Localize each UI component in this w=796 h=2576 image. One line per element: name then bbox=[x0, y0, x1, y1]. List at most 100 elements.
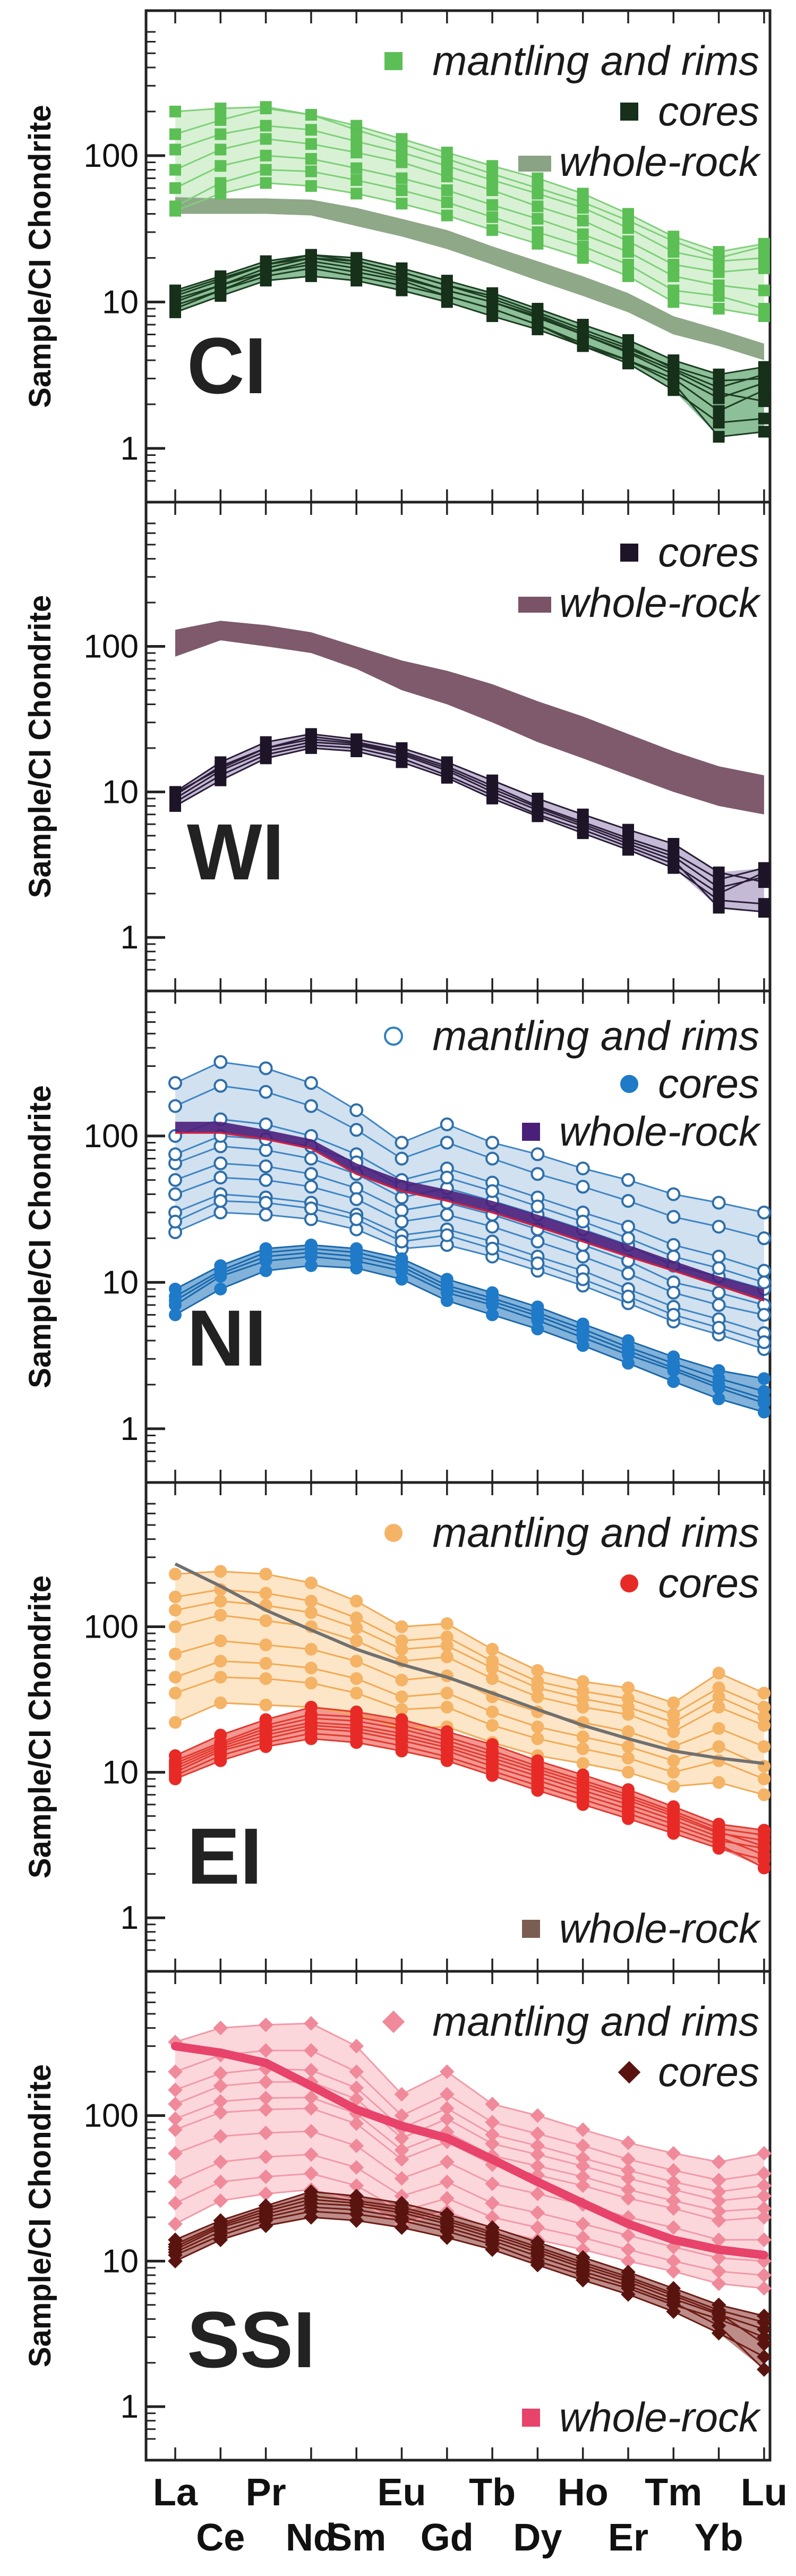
data-point bbox=[757, 1772, 771, 1785]
data-point bbox=[711, 2326, 726, 2341]
data-point bbox=[758, 412, 770, 425]
data-point bbox=[667, 1350, 680, 1363]
data-point bbox=[485, 1219, 500, 1234]
data-point bbox=[758, 871, 770, 883]
data-point bbox=[531, 1309, 544, 1323]
data-point bbox=[304, 1711, 318, 1725]
data-point bbox=[758, 240, 770, 252]
data-point bbox=[576, 1692, 589, 1705]
data-point bbox=[621, 2228, 636, 2243]
data-point bbox=[621, 1290, 635, 1304]
data-point bbox=[213, 2193, 228, 2208]
panel-title: WI bbox=[187, 807, 284, 896]
data-point bbox=[532, 172, 544, 184]
data-point bbox=[440, 1617, 453, 1630]
data-point bbox=[576, 1777, 589, 1790]
data-point bbox=[711, 2184, 726, 2199]
data-point bbox=[396, 198, 408, 210]
data-point bbox=[532, 213, 544, 225]
data-point bbox=[304, 1662, 318, 1675]
data-point bbox=[214, 1634, 227, 1648]
x-tick-label: Eu bbox=[377, 2471, 426, 2514]
data-point bbox=[667, 377, 680, 389]
data-point bbox=[304, 2147, 319, 2162]
data-point bbox=[531, 1732, 544, 1745]
data-point bbox=[169, 1294, 182, 1307]
data-point bbox=[486, 792, 499, 804]
data-point bbox=[304, 1076, 318, 1090]
data-point bbox=[757, 2336, 772, 2351]
data-point bbox=[439, 2064, 455, 2079]
data-point bbox=[757, 1687, 771, 1700]
data-point bbox=[258, 2218, 273, 2233]
data-point bbox=[485, 1241, 500, 1256]
data-point bbox=[622, 835, 634, 847]
data-point bbox=[667, 1754, 680, 1767]
data-point bbox=[485, 1151, 500, 1166]
y-tick-label: 1 bbox=[121, 919, 139, 956]
y-tick-label: 10 bbox=[102, 1754, 139, 1791]
sample-line bbox=[175, 155, 765, 291]
panel-ci: Sample/CI Chondrite 1 10 100 CI mantling and … bbox=[23, 9, 772, 504]
data-point bbox=[350, 124, 363, 136]
legend-swatch bbox=[522, 2409, 540, 2427]
sample-line bbox=[175, 182, 765, 317]
data-point bbox=[712, 1196, 726, 1210]
data-point bbox=[667, 862, 680, 874]
data-point bbox=[394, 2210, 409, 2225]
data-point bbox=[667, 1766, 680, 1779]
sample-line bbox=[175, 107, 765, 253]
data-point bbox=[712, 1364, 725, 1377]
data-point bbox=[304, 2166, 319, 2181]
data-point bbox=[531, 1323, 544, 1336]
data-point bbox=[259, 1567, 272, 1581]
data-point bbox=[304, 2210, 319, 2225]
sample-line bbox=[175, 1162, 765, 1306]
data-point bbox=[713, 375, 725, 387]
legend-swatch bbox=[618, 2061, 641, 2084]
data-point bbox=[758, 395, 770, 408]
data-point bbox=[576, 1161, 590, 1175]
data-point bbox=[168, 1173, 182, 1187]
data-point bbox=[305, 138, 317, 150]
sample-line bbox=[175, 1713, 765, 1836]
data-point bbox=[621, 1231, 635, 1245]
data-point bbox=[577, 326, 589, 338]
sample-line bbox=[175, 1702, 765, 1796]
data-point bbox=[713, 252, 725, 264]
x-tick-label: Nd bbox=[286, 2516, 337, 2559]
sample-line bbox=[175, 1717, 765, 1848]
sample-line bbox=[175, 1256, 765, 1404]
data-point bbox=[305, 180, 317, 192]
data-point bbox=[531, 1681, 544, 1694]
data-point bbox=[575, 2169, 590, 2184]
sample-line bbox=[175, 1570, 765, 1704]
envelope-cores bbox=[175, 1245, 764, 1412]
data-point bbox=[485, 2096, 500, 2112]
data-point bbox=[168, 2064, 183, 2079]
data-point bbox=[531, 1664, 544, 1677]
x-tick-label: Dy bbox=[513, 2516, 562, 2559]
data-point bbox=[259, 1207, 273, 1222]
legend-label: cores bbox=[658, 1060, 759, 1107]
data-point bbox=[168, 2196, 183, 2211]
data-point bbox=[666, 2288, 681, 2303]
data-point bbox=[350, 255, 363, 267]
data-point bbox=[259, 1084, 273, 1099]
data-point bbox=[667, 1361, 680, 1375]
data-point bbox=[486, 224, 499, 236]
data-point bbox=[394, 2220, 409, 2235]
data-point bbox=[667, 850, 680, 862]
data-point bbox=[622, 246, 634, 258]
y-tick-label: 100 bbox=[84, 1118, 139, 1155]
whole-rock-edge bbox=[175, 1132, 765, 1302]
data-point bbox=[757, 1824, 771, 1837]
data-point bbox=[350, 188, 363, 200]
data-point bbox=[666, 2220, 681, 2235]
data-point bbox=[711, 2318, 726, 2333]
x-tick-label: Pr bbox=[246, 2471, 286, 2514]
data-point bbox=[757, 1405, 771, 1419]
whole-rock-line bbox=[171, 2041, 768, 2259]
y-tick-label: 1 bbox=[121, 1900, 139, 1936]
